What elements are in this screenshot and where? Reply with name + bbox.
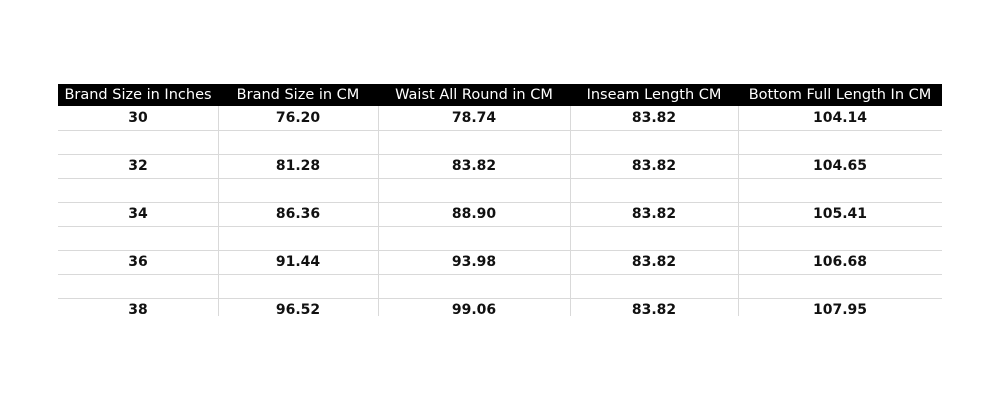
table-cell: 106.68: [812, 254, 868, 270]
column-header: Waist All Round in CM: [395, 87, 553, 103]
table-cell: 30: [128, 110, 148, 126]
table-cell: 83.82: [631, 110, 677, 126]
table-cell: 104.14: [812, 110, 868, 126]
table-cell: 83.82: [631, 206, 677, 222]
table-cell: 88.90: [451, 206, 497, 222]
column-header: Brand Size in Inches: [64, 87, 212, 103]
table-cell: 38: [128, 302, 148, 316]
table-cell: 83.82: [451, 158, 497, 174]
column-header: Bottom Full Length In CM: [748, 87, 932, 103]
table-cell: 83.82: [631, 254, 677, 270]
row-divider: [58, 202, 942, 203]
row-divider: [58, 178, 942, 179]
table-cell: 76.20: [275, 110, 321, 126]
table-cell: 107.95: [812, 302, 868, 316]
table-cell: 83.82: [631, 302, 677, 316]
table-header-row: Brand Size in Inches Brand Size in CM Wais…: [58, 84, 942, 106]
table-cell: 34: [128, 206, 148, 222]
column-divider: [738, 106, 739, 316]
size-chart-table: Brand Size in Inches Brand Size in CM Wais…: [58, 84, 942, 316]
table-cell: 96.52: [275, 302, 321, 316]
table-cell: 105.41: [812, 206, 868, 222]
row-divider: [58, 154, 942, 155]
table-cell: 36: [128, 254, 148, 270]
column-header: Brand Size in CM: [236, 87, 360, 103]
row-divider: [58, 130, 942, 131]
table-cell: 86.36: [275, 206, 321, 222]
table-cell: 99.06: [451, 302, 497, 316]
table-cell: 32: [128, 158, 148, 174]
row-divider: [58, 298, 942, 299]
table-cell: 81.28: [275, 158, 321, 174]
row-divider: [58, 274, 942, 275]
table-cell: 83.82: [631, 158, 677, 174]
column-divider: [218, 106, 219, 316]
table-cell: 91.44: [275, 254, 321, 270]
column-divider: [378, 106, 379, 316]
row-divider: [58, 226, 942, 227]
row-divider: [58, 250, 942, 251]
column-divider: [570, 106, 571, 316]
table-cell: 78.74: [451, 110, 497, 126]
column-header: Inseam Length CM: [586, 87, 722, 103]
table-cell: 93.98: [451, 254, 497, 270]
table-cell: 104.65: [812, 158, 868, 174]
